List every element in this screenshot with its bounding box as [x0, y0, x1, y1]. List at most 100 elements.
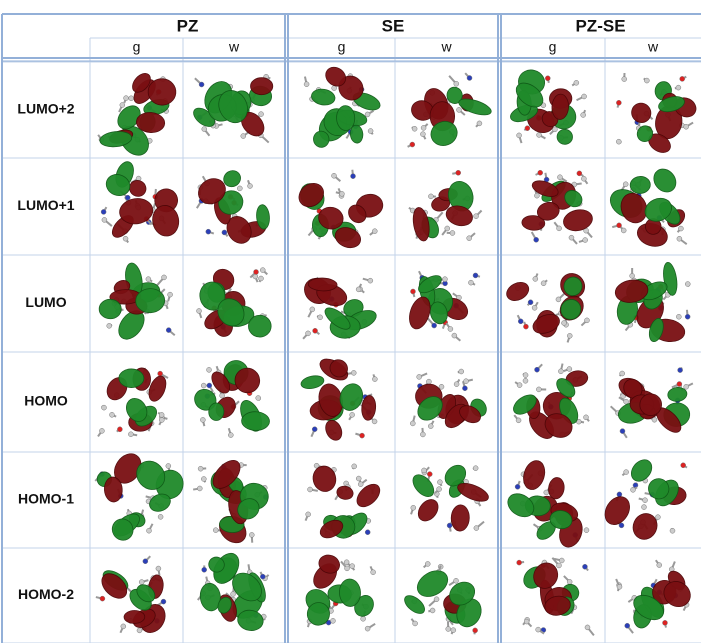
atom — [450, 230, 455, 235]
atom — [206, 229, 211, 234]
atom — [222, 230, 227, 235]
atom — [558, 369, 563, 374]
group-header: PZ — [177, 16, 199, 35]
lobe — [414, 496, 442, 525]
group-header: PZ-SE — [575, 16, 625, 35]
orbital-image — [193, 456, 270, 549]
atom — [623, 182, 628, 187]
atom — [532, 305, 537, 310]
lobe — [451, 505, 470, 532]
lobe — [561, 207, 594, 234]
atom — [567, 333, 572, 338]
atom — [129, 96, 134, 101]
atom — [447, 523, 452, 528]
atom — [121, 624, 126, 629]
atom — [372, 377, 377, 382]
atom — [207, 383, 212, 388]
orbital-image — [190, 356, 269, 438]
atom — [525, 126, 530, 131]
atom — [462, 386, 467, 391]
orbital-table: PZSEPZ-SEgwgwgwLUMO+2LUMO+1LUMOHOMOHOMO-… — [0, 0, 701, 643]
atom — [123, 236, 128, 241]
atom — [207, 367, 212, 372]
atom — [523, 373, 528, 378]
atom — [624, 470, 629, 475]
orbital-image — [611, 368, 693, 438]
orbital-image — [401, 561, 485, 634]
lobe — [556, 129, 573, 145]
atom — [643, 498, 648, 503]
atom — [541, 281, 546, 286]
lobe — [413, 566, 453, 602]
atom — [631, 487, 636, 492]
atom — [456, 170, 461, 175]
atom — [202, 127, 207, 132]
lobe — [310, 88, 336, 107]
atom — [368, 278, 373, 283]
atom — [536, 387, 541, 392]
atom — [428, 424, 433, 429]
orbital-image — [299, 273, 379, 339]
atom — [356, 287, 361, 292]
atom — [442, 277, 447, 282]
orbital-image — [616, 73, 699, 156]
atom — [432, 323, 437, 328]
atom — [339, 191, 344, 196]
lobe — [457, 96, 493, 118]
lobe — [294, 179, 328, 212]
lobe — [248, 315, 271, 338]
atom — [356, 476, 361, 481]
atom — [534, 237, 539, 242]
atom — [237, 186, 242, 191]
orbital-image — [304, 63, 382, 148]
atom — [413, 621, 418, 626]
atom — [420, 132, 425, 137]
orbital-image — [605, 165, 688, 250]
lobe — [336, 485, 355, 501]
atom — [456, 107, 461, 112]
atom — [557, 226, 562, 231]
atom — [201, 383, 206, 388]
orbital-image — [96, 556, 170, 637]
atom — [107, 323, 112, 328]
row-label: LUMO — [25, 294, 66, 310]
orbital-image — [408, 73, 493, 149]
atom — [158, 514, 163, 519]
atom — [202, 567, 207, 572]
atom — [556, 563, 561, 568]
atom — [371, 570, 376, 575]
atom — [304, 82, 309, 87]
atom — [468, 280, 473, 285]
atom — [464, 379, 469, 384]
lobe — [251, 78, 273, 95]
atom — [372, 419, 377, 424]
sub-header: g — [549, 39, 557, 55]
atom — [198, 466, 203, 471]
atom — [352, 464, 357, 469]
lobe — [353, 480, 384, 511]
sub-header: g — [133, 39, 141, 55]
atom — [125, 195, 130, 200]
atom — [574, 80, 579, 85]
atom — [617, 492, 622, 497]
atom — [201, 476, 206, 481]
atom — [308, 487, 313, 492]
orbital-image — [98, 368, 169, 437]
atom — [684, 124, 689, 129]
atom — [473, 628, 478, 633]
atom — [581, 176, 586, 181]
atom — [411, 505, 416, 510]
atom — [332, 173, 337, 178]
atom — [259, 112, 264, 117]
atom — [677, 236, 682, 241]
orbital-image — [194, 168, 271, 248]
atom — [644, 78, 649, 83]
orbital-image — [301, 552, 377, 631]
sub-header: w — [440, 39, 452, 55]
atom — [630, 273, 635, 278]
lobe — [208, 403, 224, 421]
lobe — [124, 610, 145, 623]
atom — [146, 277, 151, 282]
atom — [474, 214, 479, 219]
atom — [351, 370, 356, 375]
